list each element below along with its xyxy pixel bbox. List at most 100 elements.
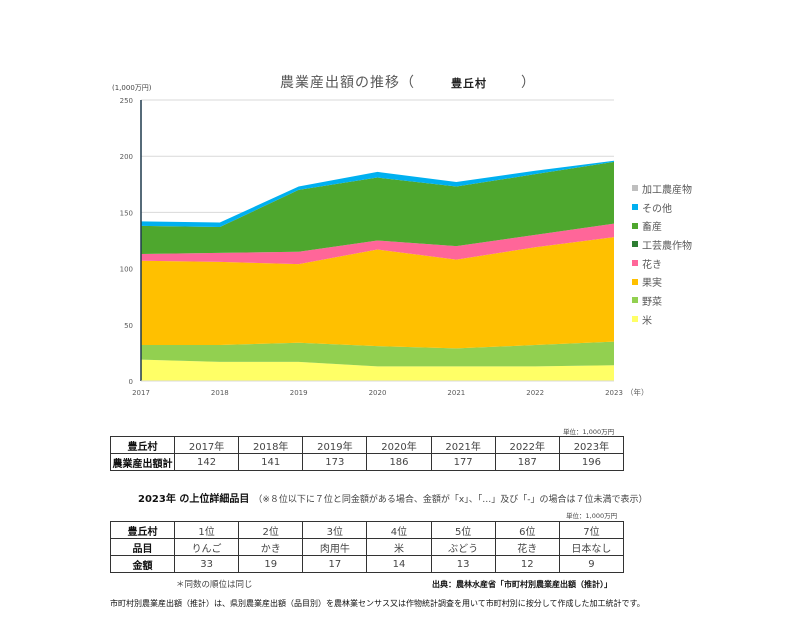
x-tick-label: 2022 bbox=[526, 389, 544, 397]
source-citation: 出典：農林水産省「市町村別農業産出額（推計）」 bbox=[432, 580, 612, 589]
top-items-title: 2023年 の上位詳細品目 bbox=[138, 494, 250, 505]
table-row: 金額 33 19 17 14 13 12 9 bbox=[110, 555, 625, 573]
x-tick-label: 2021 bbox=[447, 389, 465, 397]
legend-label: 花き bbox=[642, 259, 662, 271]
year-cell: 2020年 bbox=[366, 436, 432, 454]
x-tick-label: 2023 bbox=[605, 389, 623, 397]
area-series bbox=[141, 161, 614, 254]
area-series bbox=[141, 341, 614, 367]
legend-swatch-icon bbox=[632, 278, 638, 285]
amount-cell: 13 bbox=[430, 555, 496, 573]
value-cell: 186 bbox=[366, 453, 432, 471]
legend-swatch-icon bbox=[632, 316, 638, 323]
legend-swatch-icon bbox=[632, 222, 638, 229]
area-series bbox=[141, 359, 614, 381]
item-cell: 米 bbox=[366, 538, 432, 556]
row-label-item: 品目 bbox=[110, 538, 175, 556]
area-series bbox=[141, 237, 614, 349]
item-cell: ぶどう bbox=[430, 538, 496, 556]
year-cell: 2018年 bbox=[238, 436, 304, 454]
value-cell: 187 bbox=[494, 453, 560, 471]
year-cell: 2017年 bbox=[173, 436, 240, 454]
legend-label: 野菜 bbox=[642, 296, 662, 308]
amount-cell: 17 bbox=[302, 555, 368, 573]
chart-legend: 加工農産物その他畜産工芸農作物花き果実野菜米 bbox=[632, 179, 692, 329]
rank-cell: 6位 bbox=[494, 521, 560, 539]
top-items-note: （※８位以下に７位と同金額がある場合、金額が「x」、「…」及び「-」の場合は７位… bbox=[253, 495, 648, 505]
amount-cell: 9 bbox=[558, 555, 625, 573]
legend-label: 果実 bbox=[642, 278, 662, 290]
rank-cell: 7位 bbox=[558, 521, 625, 539]
legend-item: 加工農産物 bbox=[632, 179, 692, 198]
y-tick-label: 0 bbox=[129, 378, 133, 386]
year-cell: 2021年 bbox=[430, 436, 496, 454]
legend-item: 畜産 bbox=[632, 216, 692, 235]
value-cell: 141 bbox=[238, 453, 304, 471]
legend-label: 畜産 bbox=[642, 222, 662, 234]
table-row: 豊丘村 2017年 2018年 2019年 2020年 2021年 2022年 … bbox=[110, 436, 625, 454]
area-series bbox=[141, 223, 614, 265]
legend-item: 工芸農作物 bbox=[632, 235, 692, 254]
output-total-table: 豊丘村 2017年 2018年 2019年 2020年 2021年 2022年 … bbox=[110, 436, 625, 471]
top-items-heading: 2023年 の上位詳細品目 （※８位以下に７位と同金額がある場合、金額が「x」、「… bbox=[138, 490, 647, 505]
amount-cell: 33 bbox=[173, 555, 240, 573]
amount-cell: 12 bbox=[494, 555, 560, 573]
area-series bbox=[141, 160, 614, 228]
legend-label: 加工農産物 bbox=[642, 184, 692, 196]
year-cell: 2019年 bbox=[302, 436, 368, 454]
table-header-municipality: 豊丘村 bbox=[110, 521, 175, 539]
item-cell: 日本なし bbox=[558, 538, 625, 556]
legend-swatch-icon bbox=[632, 260, 638, 267]
row-label-amount: 金額 bbox=[110, 555, 175, 573]
legend-item: 米 bbox=[632, 310, 692, 329]
value-cell: 196 bbox=[558, 453, 625, 471]
legend-label: 米 bbox=[642, 315, 652, 327]
legend-item: その他 bbox=[632, 198, 692, 217]
amount-cell: 14 bbox=[366, 555, 432, 573]
rank-cell: 2位 bbox=[238, 521, 304, 539]
legend-item: 果実 bbox=[632, 272, 692, 291]
legend-label: その他 bbox=[642, 203, 672, 215]
y-axis-unit: (1,000万円) bbox=[112, 84, 152, 92]
legend-label: 工芸農作物 bbox=[642, 240, 692, 252]
chart-municipality: 豊丘村 bbox=[451, 77, 487, 90]
rank-cell: 3位 bbox=[302, 521, 368, 539]
amount-cell: 19 bbox=[238, 555, 304, 573]
row-label-total: 農業産出額計 bbox=[110, 453, 175, 471]
legend-swatch-icon bbox=[632, 204, 638, 211]
item-cell: 花き bbox=[494, 538, 560, 556]
item-cell: りんご bbox=[173, 538, 240, 556]
table-header-municipality: 豊丘村 bbox=[110, 436, 175, 454]
value-cell: 142 bbox=[173, 453, 240, 471]
year-cell: 2023年 bbox=[558, 436, 625, 454]
item-cell: かき bbox=[238, 538, 304, 556]
legend-item: 花き bbox=[632, 254, 692, 273]
legend-swatch-icon bbox=[632, 297, 638, 304]
rank-cell: 4位 bbox=[366, 521, 432, 539]
value-cell: 173 bbox=[302, 453, 368, 471]
table-row: 農業産出額計 142 141 173 186 177 187 196 bbox=[110, 453, 625, 471]
table-row: 豊丘村 1位 2位 3位 4位 5位 6位 7位 bbox=[110, 521, 625, 539]
chart-title-text: 農業産出額の推移（ bbox=[280, 75, 415, 91]
x-tick-label: 2018 bbox=[211, 389, 229, 397]
stacked-area-chart: 0 50 100 150 200 250 2017 2018 2019 2020 2021 2022 2… bbox=[120, 97, 649, 397]
x-tick-label: 2017 bbox=[132, 389, 150, 397]
x-axis-unit: （年） bbox=[626, 387, 649, 397]
y-tick-label: 250 bbox=[120, 97, 133, 105]
rank-cell: 1位 bbox=[173, 521, 240, 539]
year-cell: 2022年 bbox=[494, 436, 560, 454]
description-text: 市町村別農業産出額（推計）は、県別農業産出額（品目別）を農林業センサス又は作物統… bbox=[110, 599, 645, 608]
y-tick-label: 150 bbox=[120, 209, 133, 217]
legend-swatch-icon bbox=[632, 241, 638, 248]
y-tick-label: 200 bbox=[120, 153, 133, 161]
legend-swatch-icon bbox=[632, 185, 638, 192]
top-items-table: 豊丘村 1位 2位 3位 4位 5位 6位 7位 品目 りんご かき 肉用牛 米… bbox=[110, 521, 625, 573]
rank-cell: 5位 bbox=[430, 521, 496, 539]
chart-title-close: ） bbox=[521, 75, 536, 91]
value-cell: 177 bbox=[430, 453, 496, 471]
rank-footnote: ＊同数の順位は同じ bbox=[176, 580, 253, 590]
x-tick-label: 2019 bbox=[290, 389, 308, 397]
table-row: 品目 りんご かき 肉用牛 米 ぶどう 花き 日本なし bbox=[110, 538, 625, 556]
legend-item: 野菜 bbox=[632, 291, 692, 310]
item-cell: 肉用牛 bbox=[302, 538, 368, 556]
